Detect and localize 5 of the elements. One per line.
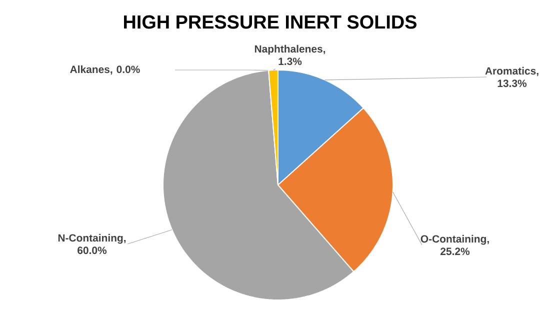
text: , 0.0% [110,66,140,75]
chart-title: HIGH PRESSURE INERT SOLIDS [124,15,416,29]
category-label: Alkanes [70,65,110,74]
slice-label: Aromatics [485,66,536,75]
slice-label: Naphthalenes [254,44,322,55]
